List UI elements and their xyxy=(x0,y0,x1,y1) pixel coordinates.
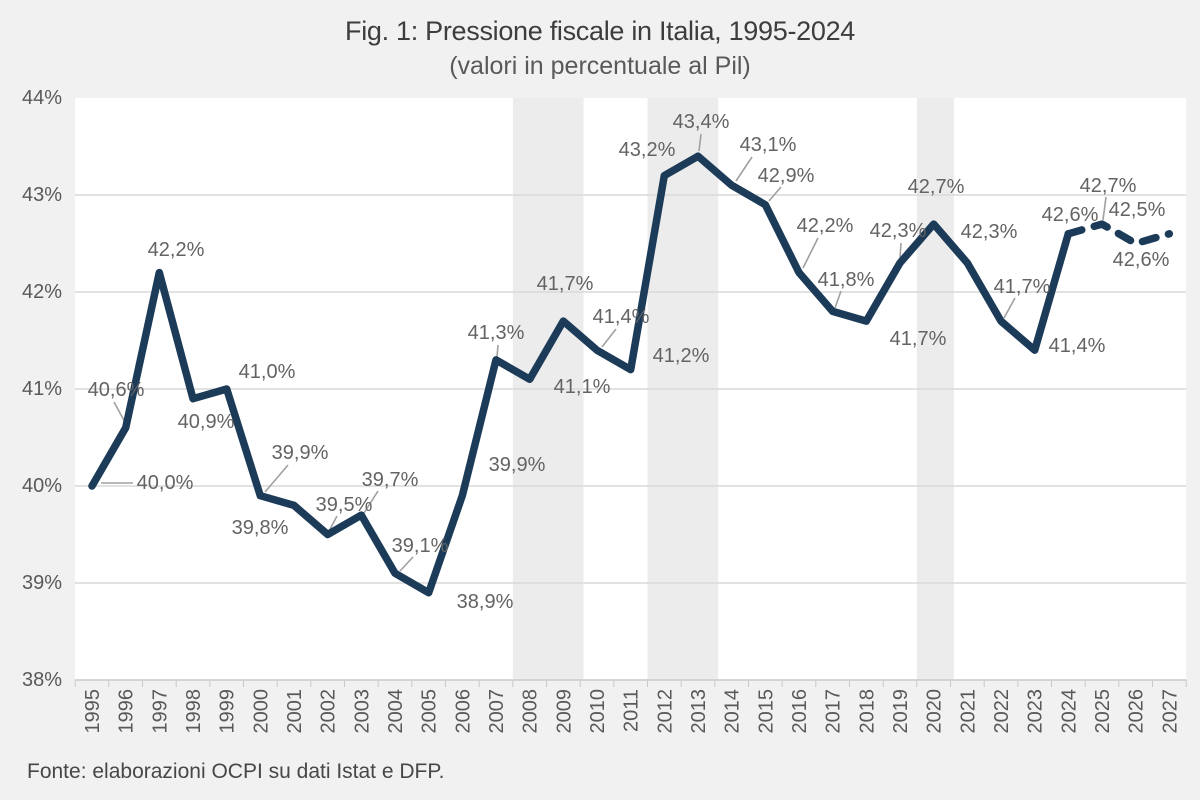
x-axis-label-2021: 2021 xyxy=(957,689,979,734)
data-label-2019: 42,3% xyxy=(870,220,927,242)
data-label-2016: 42,2% xyxy=(797,215,854,237)
x-axis-label-2024: 2024 xyxy=(1058,689,1080,734)
data-label-2020: 42,7% xyxy=(908,176,965,198)
data-label-2011: 41,2% xyxy=(653,345,710,367)
y-axis-label-40: 40% xyxy=(22,475,62,497)
data-label-2004: 39,1% xyxy=(392,535,449,557)
label-leader-2004 xyxy=(399,556,414,572)
x-axis-label-2012: 2012 xyxy=(654,689,676,734)
data-label-2024: 42,6% xyxy=(1042,204,1099,226)
label-leader-2007 xyxy=(496,344,499,358)
data-label-2009: 41,7% xyxy=(537,273,594,295)
data-label-2027: 42,6% xyxy=(1113,249,1170,271)
y-axis-label-44: 44% xyxy=(22,87,62,109)
series-forecast-line xyxy=(1064,220,1174,248)
x-axis-label-2025: 2025 xyxy=(1092,689,1114,734)
data-label-2002: 39,5% xyxy=(316,494,373,516)
x-axis-label-1996: 1996 xyxy=(116,689,138,734)
x-axis-label-2022: 2022 xyxy=(991,689,1013,734)
data-label-2001: 39,8% xyxy=(232,517,289,539)
x-axis-label-2010: 2010 xyxy=(587,689,609,734)
x-axis-label-2007: 2007 xyxy=(486,689,508,734)
data-label-2013: 43,4% xyxy=(673,111,730,133)
x-axis-label-1995: 1995 xyxy=(82,689,104,734)
data-label-1996: 40,6% xyxy=(88,379,145,401)
x-axis-label-1998: 1998 xyxy=(183,689,205,734)
x-axis-label-2014: 2014 xyxy=(722,689,744,734)
x-axis-label-2026: 2026 xyxy=(1126,689,1148,734)
label-leader-2015 xyxy=(768,186,782,202)
data-label-2023: 41,4% xyxy=(1049,335,1106,357)
data-label-2017: 41,8% xyxy=(818,269,875,291)
chart-title: Fig. 1: Pressione fiscale in Italia, 199… xyxy=(345,16,855,46)
data-label-2000: 39,9% xyxy=(272,442,329,464)
x-axis-label-2005: 2005 xyxy=(419,689,441,734)
label-leader-2016 xyxy=(802,237,819,269)
x-axis-label-2006: 2006 xyxy=(452,689,474,734)
label-leader-2022 xyxy=(1003,297,1016,319)
data-label-2006: 39,9% xyxy=(489,454,546,476)
label-leader-2017 xyxy=(834,290,842,309)
source-note: Fonte: elaborazioni OCPI su dati Istat e… xyxy=(27,760,445,783)
x-axis-label-2018: 2018 xyxy=(856,689,878,734)
y-axis-label-41: 41% xyxy=(22,378,62,400)
x-axis-label-2008: 2008 xyxy=(520,689,542,734)
label-leader-2019 xyxy=(899,242,902,259)
x-axis-label-2019: 2019 xyxy=(890,689,912,734)
x-axis-label-2002: 2002 xyxy=(318,689,340,734)
x-axis-label-2003: 2003 xyxy=(351,689,373,734)
data-label-2018: 41,7% xyxy=(890,328,947,350)
series-historical-line xyxy=(88,152,1073,597)
x-axis-label-2023: 2023 xyxy=(1025,689,1047,734)
label-leader-2000 xyxy=(264,464,289,493)
y-axis-label-42: 42% xyxy=(22,281,62,303)
x-axis-label-2015: 2015 xyxy=(755,689,777,734)
data-label-2007: 41,3% xyxy=(468,322,525,344)
data-label-2003: 39,7% xyxy=(362,469,419,491)
data-label-1999: 41,0% xyxy=(239,361,296,383)
x-axis-label-2011: 2011 xyxy=(621,689,643,732)
x-axis-label-2027: 2027 xyxy=(1159,689,1181,734)
data-label-2026: 42,5% xyxy=(1109,199,1166,221)
data-label-2010: 41,4% xyxy=(593,306,650,328)
x-axis-label-2009: 2009 xyxy=(553,689,575,734)
label-leader-2013 xyxy=(698,133,702,152)
chart-subtitle: (valori in percentuale al Pil) xyxy=(449,52,751,80)
data-label-2021: 42,3% xyxy=(961,221,1018,243)
x-axis-label-1997: 1997 xyxy=(149,689,171,734)
y-axis-label-43: 43% xyxy=(22,184,62,206)
data-label-2025: 42,7% xyxy=(1080,175,1137,197)
label-leader-2010 xyxy=(601,328,617,348)
label-leader-2025 xyxy=(1102,196,1107,221)
label-leader-2002 xyxy=(328,515,338,532)
data-label-2014: 43,1% xyxy=(740,134,797,156)
x-axis-label-2013: 2013 xyxy=(688,689,710,734)
data-label-1998: 40,9% xyxy=(178,411,235,433)
data-label-2012: 43,2% xyxy=(619,139,676,161)
x-axis-label-2001: 2001 xyxy=(284,689,306,734)
x-axis-label-2016: 2016 xyxy=(789,689,811,734)
label-leader-2003 xyxy=(363,490,379,514)
data-label-2008: 41,1% xyxy=(554,376,611,398)
x-axis-label-2020: 2020 xyxy=(924,689,946,734)
data-label-1997: 42,2% xyxy=(148,239,205,261)
x-axis-label-2004: 2004 xyxy=(385,689,407,734)
label-leader-2014 xyxy=(735,156,753,182)
y-axis-label-38: 38% xyxy=(22,669,62,691)
data-label-2005: 38,9% xyxy=(457,591,514,613)
data-label-1995: 40,0% xyxy=(137,472,194,494)
data-label-2022: 41,7% xyxy=(994,276,1051,298)
data-label-2015: 42,9% xyxy=(758,165,815,187)
x-axis-label-2017: 2017 xyxy=(823,689,845,734)
x-axis-label-2000: 2000 xyxy=(250,689,272,734)
x-axis-label-1999: 1999 xyxy=(217,689,239,734)
y-axis-label-39: 39% xyxy=(22,572,62,594)
